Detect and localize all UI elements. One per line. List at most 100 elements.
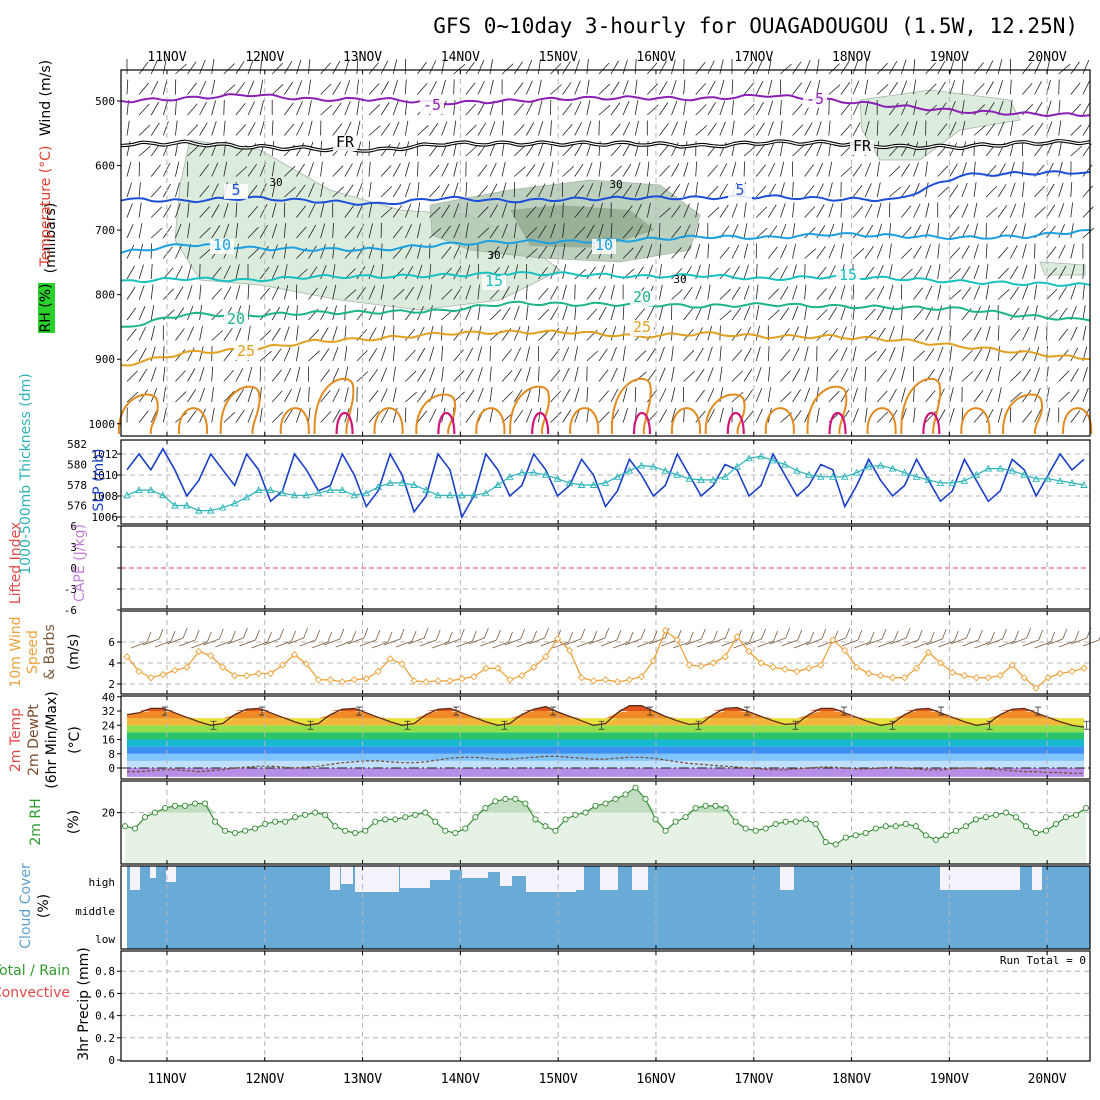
wind-barb <box>792 389 802 403</box>
wind-barb <box>441 288 453 300</box>
wind-barb <box>223 348 234 362</box>
wind-barb <box>538 162 545 177</box>
wind-barb <box>417 82 428 95</box>
wind-barb <box>792 347 800 362</box>
wind-barb <box>1070 347 1079 362</box>
wind-barb <box>465 61 475 75</box>
thickness-marker <box>553 474 562 482</box>
isotherm-30-loop <box>279 407 310 435</box>
wind-barb <box>187 264 192 280</box>
wind-barb <box>179 639 196 647</box>
wind-barb <box>961 287 972 300</box>
wind-barb <box>550 411 562 423</box>
wind-barb <box>889 186 901 198</box>
wind-barb <box>816 141 823 157</box>
wind-barb <box>562 166 574 177</box>
y-axis-label-wind: Wind (m/s) <box>38 60 54 136</box>
cloud-gap <box>526 866 576 892</box>
wind-barb <box>392 325 395 341</box>
rh-marker <box>352 829 359 837</box>
wind-barb <box>707 243 709 259</box>
wind-barb <box>550 84 562 95</box>
wind-barb <box>126 79 129 95</box>
wind-barb <box>901 163 910 177</box>
y-tick-label: -3 <box>64 583 77 596</box>
wind-barb <box>1058 141 1062 157</box>
y-axis-units: (%) <box>66 810 82 834</box>
wind-barb <box>187 145 199 157</box>
wind-barb <box>1058 120 1062 136</box>
wind-barb <box>187 181 189 198</box>
wind-barb <box>985 346 992 362</box>
wind-barb <box>828 99 830 116</box>
isotherm-35-loop <box>726 412 745 435</box>
wind-speed-marker <box>171 666 179 674</box>
wind-barb <box>550 265 558 280</box>
wind-barb <box>1082 206 1094 218</box>
wind-speed-marker <box>302 660 311 668</box>
thickness-marker <box>888 464 897 472</box>
wind-barb <box>162 387 166 403</box>
wind-barb <box>513 326 521 341</box>
wind-barb <box>489 183 498 198</box>
wind-speed-marker <box>613 678 622 686</box>
wind-barb <box>961 266 971 280</box>
wind-barb <box>223 390 235 403</box>
wind-barb <box>949 80 956 95</box>
y-tick-label: 6 <box>108 636 115 649</box>
wind-barb <box>719 204 729 218</box>
wind-barb <box>404 265 414 280</box>
wind-barb <box>404 224 412 239</box>
rh-marker <box>962 823 969 830</box>
wind-speed-marker <box>494 664 502 672</box>
wind-barb <box>949 408 955 423</box>
wind-barb <box>392 204 403 218</box>
wind-speed-marker <box>386 655 394 663</box>
thickness-marker <box>745 454 753 462</box>
wind-barb <box>283 223 286 239</box>
wind-barb <box>540 639 557 647</box>
rh-marker <box>1062 814 1070 821</box>
wind-barb <box>683 120 687 136</box>
wind-speed-marker <box>996 671 1004 680</box>
wind-barb <box>780 307 790 321</box>
rh-marker <box>182 802 189 809</box>
wind-barb <box>780 370 791 382</box>
rh-contour-label: 30 <box>673 273 686 286</box>
wind-speed-marker <box>769 663 777 671</box>
wind-barb-flag <box>508 631 513 643</box>
wind-barbs-10m <box>130 627 1100 649</box>
wind-barb <box>767 387 771 403</box>
thickness-marker <box>541 470 550 478</box>
wind-barb <box>320 348 330 362</box>
precip-convective-label: Convective <box>0 985 70 1001</box>
wind-barb <box>1070 410 1081 423</box>
wind-barb-flag <box>905 627 911 639</box>
thickness-marker <box>374 483 382 490</box>
wind-barb <box>997 204 1008 218</box>
wind-barb <box>492 641 509 649</box>
wind-barb <box>417 326 425 341</box>
wind-barb <box>634 182 642 198</box>
wind-barb <box>1070 389 1080 403</box>
wind-barb <box>465 347 474 362</box>
rh-marker <box>172 802 179 809</box>
rh-marker <box>242 827 249 834</box>
wind-barb <box>780 286 789 300</box>
wind-barb <box>622 226 634 239</box>
wind-barb <box>1058 182 1064 198</box>
wind-barb <box>659 207 671 218</box>
wind-barb <box>380 243 383 259</box>
wind-barb <box>150 185 162 198</box>
wind-barb <box>259 224 269 239</box>
wind-speed-marker <box>207 652 215 660</box>
wind-barb <box>211 225 221 239</box>
wind-barb <box>453 161 458 177</box>
bottom-date-label: 16NOV <box>636 1072 675 1087</box>
wind-barb <box>743 103 755 116</box>
wind-barb <box>816 246 826 259</box>
wind-barb <box>1058 224 1065 239</box>
wind-barb <box>973 389 984 403</box>
wind-speed-marker <box>410 677 418 685</box>
wind-barb <box>513 181 516 198</box>
